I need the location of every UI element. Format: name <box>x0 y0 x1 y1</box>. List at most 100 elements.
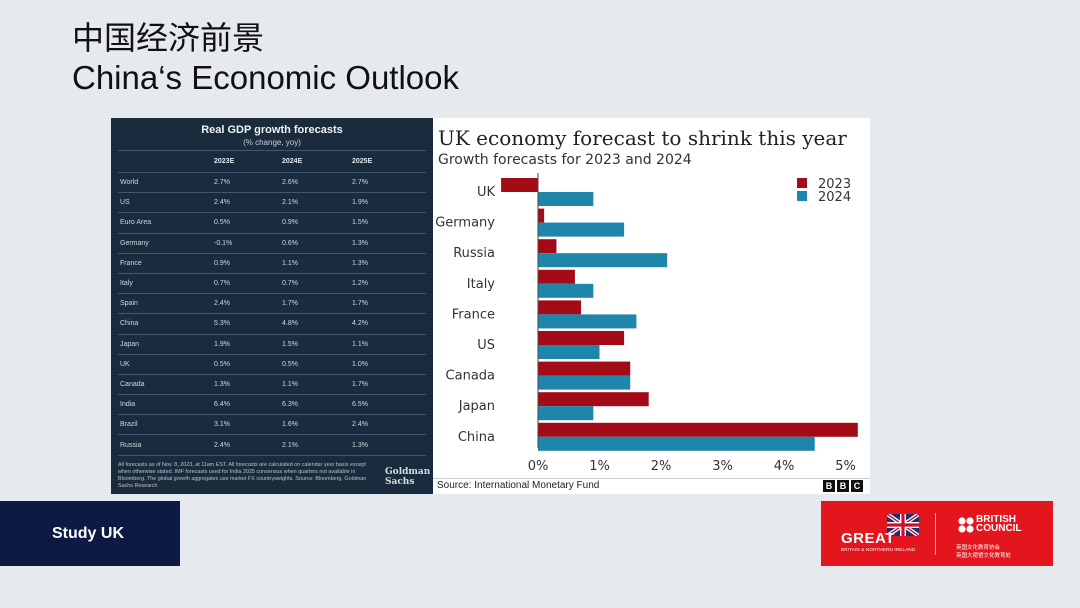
table-row: World 2.7% 2.6% 2.7% <box>118 172 426 194</box>
bar-2023 <box>538 208 545 223</box>
category-label: Japan <box>458 399 495 414</box>
x-tick-label: 3% <box>712 459 733 474</box>
bbc-logo-letter: C <box>851 480 863 492</box>
table-row-country: Spain <box>118 293 214 315</box>
table-row-country: Brazil <box>118 414 214 436</box>
x-tick-label: 2% <box>651 459 672 474</box>
title-chinese: 中国经济前景 <box>72 19 265 57</box>
table-cell: 1.7% <box>352 293 426 315</box>
table-row-country: Euro Area <box>118 212 214 234</box>
bar-2024 <box>538 314 637 329</box>
table-cell: 2.1% <box>282 434 352 456</box>
x-tick-label: 1% <box>589 459 610 474</box>
table-cell: 0.5% <box>214 354 282 375</box>
x-tick-label: 0% <box>528 459 549 474</box>
table-cell: 1.2% <box>352 273 426 295</box>
table-cell: 0.7% <box>214 273 282 295</box>
bar-2024 <box>538 345 600 359</box>
table-row: Japan 1.9% 1.5% 1.1% <box>118 334 426 355</box>
gdp-forecast-table-panel: Real GDP growth forecasts (% change, yoy… <box>111 118 433 494</box>
bc-name-line: COUNCIL <box>976 523 1022 534</box>
title-english: China‘s Economic Outlook <box>72 59 460 96</box>
table-row-country: Italy <box>118 273 214 295</box>
table-cell: 1.0% <box>352 354 426 375</box>
bar-2024 <box>538 253 668 268</box>
bar-2023 <box>538 392 649 407</box>
bbc-chart-panel: UK Germany Russia Italy France US Canada Japan C… <box>433 118 870 494</box>
table-cell: 1.1% <box>282 253 352 274</box>
table-row: US 2.4% 2.1% 1.9% <box>118 192 426 214</box>
column-header: 2024E <box>282 150 352 173</box>
table-row: UK 0.5% 0.5% 1.0% <box>118 354 426 375</box>
banner-divider <box>935 513 936 555</box>
table-cell: 2.6% <box>282 172 352 194</box>
table-row: China 5.3% 4.8% 4.2% <box>118 313 426 335</box>
category-label: Italy <box>467 277 496 292</box>
bar-2023 <box>501 178 538 192</box>
table-cell: 1.3% <box>352 253 426 274</box>
table-cell: 4.8% <box>282 313 352 335</box>
table-cell: 1.1% <box>352 334 426 355</box>
table-cell: 1.5% <box>352 212 426 234</box>
legend-label: 2023 <box>818 177 851 192</box>
table-cell: 3.1% <box>214 414 282 436</box>
legend-label: 2024 <box>818 190 851 205</box>
table-cell: 0.9% <box>214 253 282 274</box>
chart-subtitle: Growth forecasts for 2023 and 2024 <box>438 152 692 168</box>
logo-line: Sachs <box>385 477 415 487</box>
table-cell: 1.5% <box>282 334 352 355</box>
table-cell: 1.3% <box>352 434 426 456</box>
table-cell: 0.9% <box>282 212 352 234</box>
table-header-row: 2023E 2024E 2025E <box>118 150 426 173</box>
category-label: France <box>452 307 495 322</box>
table-cell: 2.4% <box>352 414 426 436</box>
gdp-table: 2023E 2024E 2025E World 2.7% 2.6% 2.7% US 2.4… <box>118 150 426 456</box>
table-cell: 2.4% <box>214 434 282 456</box>
bar-2024 <box>538 436 815 451</box>
table-row: Germany -0.1% 0.6% 1.3% <box>118 233 426 254</box>
category-label: Germany <box>435 216 495 231</box>
great-wordmark: GREAT <box>841 530 895 547</box>
table-row-country: Russia <box>118 434 214 456</box>
bar-2024 <box>538 222 625 237</box>
table-cell: 0.6% <box>282 233 352 254</box>
category-label: US <box>477 338 495 353</box>
legend-swatch <box>797 178 807 188</box>
table-row-country: Japan <box>118 334 214 355</box>
table-cell: -0.1% <box>214 233 282 254</box>
study-uk-label: Study UK <box>52 525 124 542</box>
table-row: Brazil 3.1% 1.6% 2.4% <box>118 414 426 436</box>
column-header: 2025E <box>352 150 426 173</box>
bar-2023 <box>538 331 625 345</box>
bar-2023 <box>538 300 582 315</box>
gdp-table-footnote: All forecasts as of Nov. 8, 2023, at 11a… <box>118 462 367 489</box>
gdp-table-title: Real GDP growth forecasts <box>201 124 343 136</box>
table-row: France 0.9% 1.1% 1.3% <box>118 253 426 274</box>
british-council-chinese-name: 英国文化教育协会 <box>956 545 1001 551</box>
table-cell: 1.9% <box>214 334 282 355</box>
bar-2024 <box>538 406 594 421</box>
table-row: Euro Area 0.5% 0.9% 1.5% <box>118 212 426 234</box>
bar-2024 <box>538 192 594 206</box>
table-row-country: World <box>118 172 214 194</box>
bar-2024 <box>538 283 594 298</box>
bbc-logo-letter: B <box>823 480 835 492</box>
table-cell: 6.4% <box>214 394 282 416</box>
great-tagline: BRITAIN & NORTHERN IRELAND <box>841 547 916 552</box>
category-label: Russia <box>453 246 495 261</box>
table-cell: 1.7% <box>282 293 352 315</box>
category-label: Canada <box>446 369 495 384</box>
bbc-logo-letter: B <box>837 480 849 492</box>
table-cell: 0.5% <box>214 212 282 234</box>
table-row: India 6.4% 6.3% 6.5% <box>118 394 426 416</box>
table-cell: 1.7% <box>352 374 426 396</box>
table-cell: 2.4% <box>214 192 282 214</box>
table-row-country: France <box>118 253 214 274</box>
table-cell: 2.4% <box>214 293 282 315</box>
x-tick-label: 4% <box>774 459 795 474</box>
category-label: China <box>458 430 495 445</box>
bar-2023 <box>538 269 575 284</box>
british-council-name: BRITISH COUNCIL <box>976 515 1022 534</box>
chart-title: UK economy forecast to shrink this year <box>438 126 847 150</box>
great-british-council-banner: GREAT BRITAIN & NORTHERN IRELAND BRITISH… <box>821 501 1053 566</box>
